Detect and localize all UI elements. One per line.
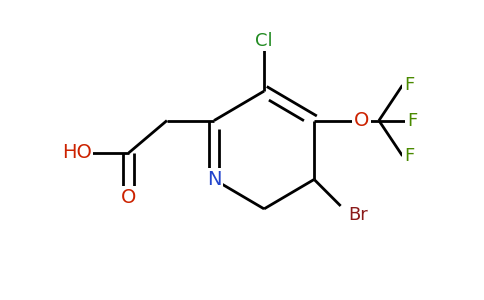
Text: F: F [404,147,414,165]
Text: Cl: Cl [255,32,273,50]
Text: Br: Br [348,206,368,224]
Text: N: N [207,170,221,189]
Text: O: O [121,188,136,207]
Text: HO: HO [62,143,92,162]
Text: F: F [407,112,417,130]
Text: F: F [404,76,414,94]
Text: O: O [354,111,369,130]
